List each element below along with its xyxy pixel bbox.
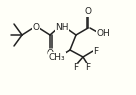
Text: F: F: [93, 46, 99, 55]
Text: CH₃: CH₃: [49, 53, 65, 61]
Text: NH: NH: [55, 23, 69, 32]
Text: O: O: [84, 8, 92, 17]
Text: F: F: [73, 63, 79, 72]
Text: O: O: [47, 49, 53, 59]
Text: F: F: [85, 63, 91, 72]
Text: OH: OH: [96, 28, 110, 38]
Text: O: O: [33, 23, 39, 32]
